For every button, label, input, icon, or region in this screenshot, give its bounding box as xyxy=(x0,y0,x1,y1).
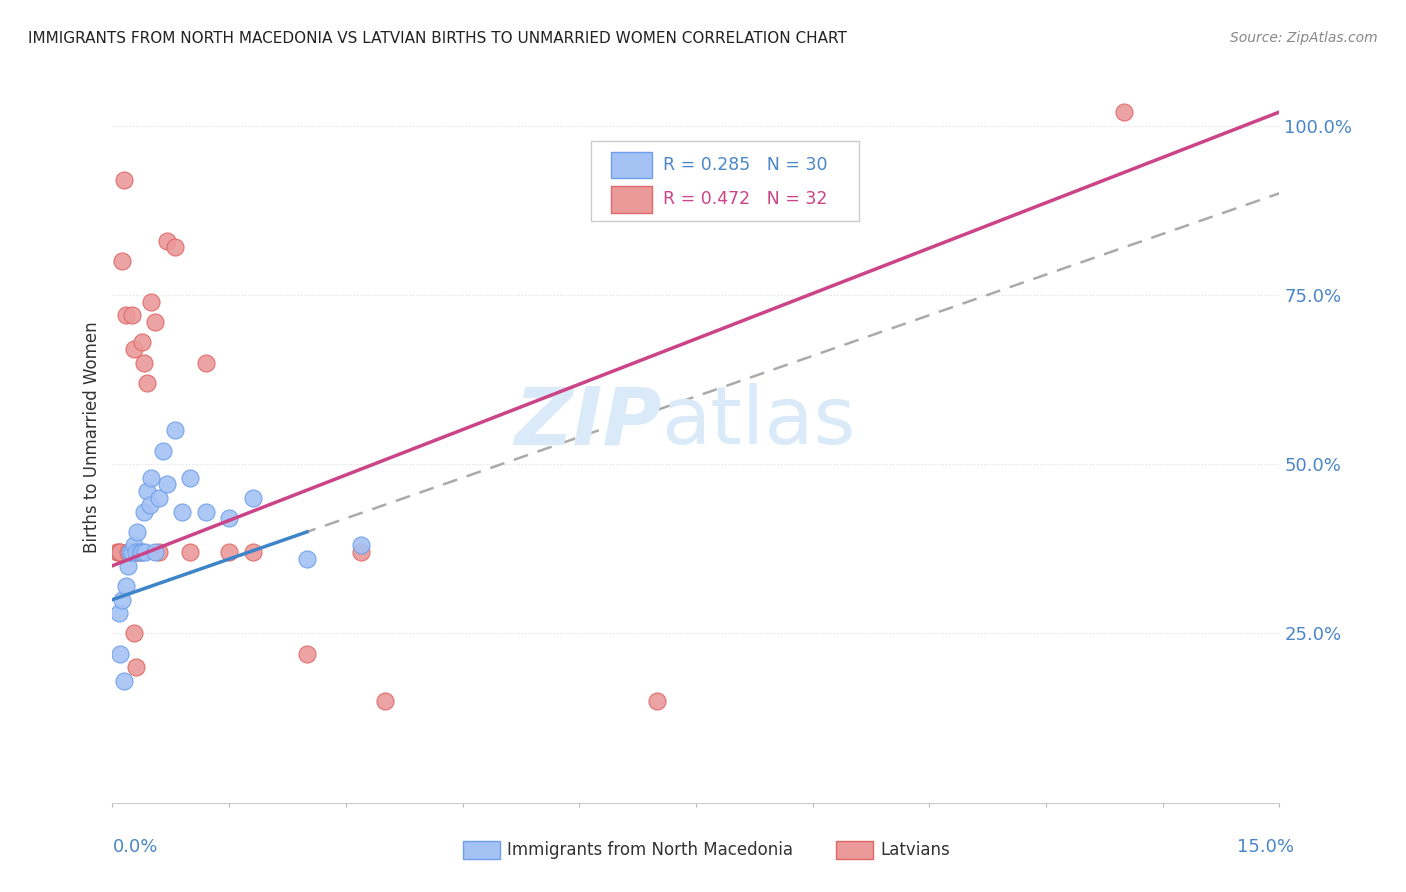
Bar xyxy=(837,841,873,859)
Text: ZIP: ZIP xyxy=(513,384,661,461)
Point xyxy=(350,545,373,559)
Point xyxy=(128,545,150,559)
Point xyxy=(163,240,186,254)
Point xyxy=(107,606,129,620)
Text: atlas: atlas xyxy=(661,384,855,461)
Point xyxy=(134,545,156,559)
Bar xyxy=(610,152,651,178)
Point xyxy=(143,315,166,329)
Point xyxy=(242,491,264,505)
Text: IMMIGRANTS FROM NORTH MACEDONIA VS LATVIAN BIRTHS TO UNMARRIED WOMEN CORRELATION: IMMIGRANTS FROM NORTH MACEDONIA VS LATVI… xyxy=(28,31,846,46)
Point xyxy=(295,647,318,661)
Point xyxy=(107,545,129,559)
Point xyxy=(112,673,135,688)
Point xyxy=(132,355,155,369)
Point xyxy=(143,545,166,559)
Point xyxy=(148,491,170,505)
Point xyxy=(132,505,155,519)
Point xyxy=(152,443,174,458)
Point xyxy=(194,505,217,519)
Bar xyxy=(610,186,651,212)
Point xyxy=(172,505,194,519)
Point xyxy=(122,342,145,356)
Point xyxy=(148,545,170,559)
Point xyxy=(117,558,139,573)
Point xyxy=(111,592,134,607)
Point xyxy=(125,660,148,674)
Point xyxy=(156,234,179,248)
Point xyxy=(141,294,163,309)
Point xyxy=(645,694,668,708)
Point xyxy=(127,524,149,539)
Point xyxy=(131,335,153,350)
Point xyxy=(136,376,159,390)
Point xyxy=(295,552,318,566)
Point xyxy=(105,545,128,559)
Point xyxy=(121,545,143,559)
Point xyxy=(118,545,141,559)
Point xyxy=(179,471,201,485)
Point xyxy=(110,647,132,661)
Point xyxy=(111,254,134,268)
Y-axis label: Births to Unmarried Women: Births to Unmarried Women xyxy=(83,321,101,553)
Point xyxy=(125,545,148,559)
Point xyxy=(194,355,217,369)
Point xyxy=(128,545,150,559)
Text: R = 0.472   N = 32: R = 0.472 N = 32 xyxy=(664,190,828,209)
Point xyxy=(163,423,186,437)
Point xyxy=(218,511,240,525)
Point xyxy=(139,498,162,512)
Point xyxy=(141,471,163,485)
Point xyxy=(112,172,135,186)
Point xyxy=(350,538,373,552)
Text: Immigrants from North Macedonia: Immigrants from North Macedonia xyxy=(508,841,793,859)
Text: 15.0%: 15.0% xyxy=(1236,838,1294,855)
Point xyxy=(127,545,149,559)
Point xyxy=(131,545,153,559)
Bar xyxy=(463,841,501,859)
Point xyxy=(115,308,138,322)
Point xyxy=(125,545,148,559)
Text: Latvians: Latvians xyxy=(880,841,950,859)
Point xyxy=(218,545,240,559)
Point xyxy=(110,545,132,559)
Point xyxy=(136,484,159,499)
Text: 0.0%: 0.0% xyxy=(112,838,157,855)
Point xyxy=(242,545,264,559)
Text: Source: ZipAtlas.com: Source: ZipAtlas.com xyxy=(1230,31,1378,45)
Point xyxy=(179,545,201,559)
Point xyxy=(374,694,396,708)
Point xyxy=(117,545,139,559)
Point xyxy=(1112,105,1135,120)
Point xyxy=(122,626,145,640)
FancyBboxPatch shape xyxy=(591,141,859,221)
Point xyxy=(121,308,143,322)
Text: R = 0.285   N = 30: R = 0.285 N = 30 xyxy=(664,156,828,174)
Point xyxy=(118,545,141,559)
Point xyxy=(115,579,138,593)
Point xyxy=(156,477,179,491)
Point xyxy=(122,538,145,552)
